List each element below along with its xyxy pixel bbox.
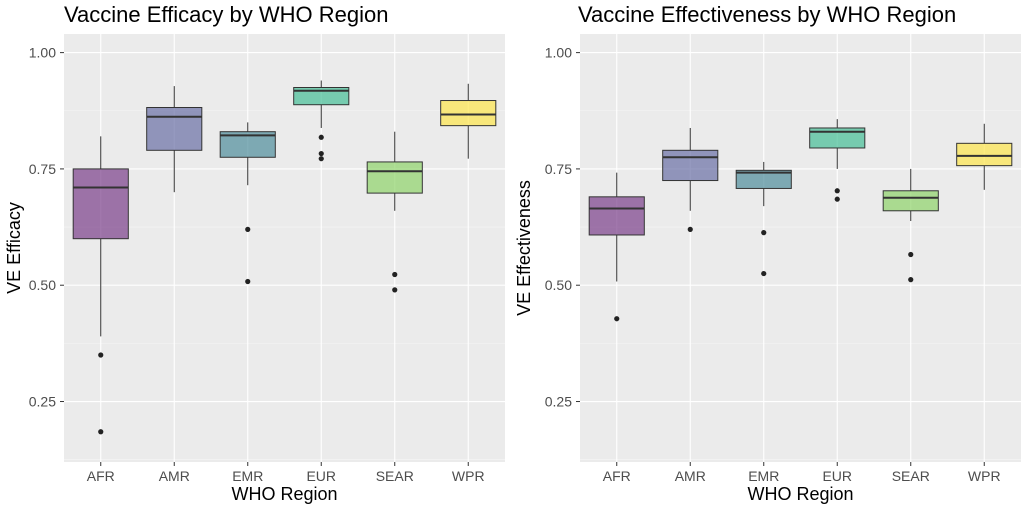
iqr-box <box>735 169 792 189</box>
x-tick-label-eur: EUR <box>306 468 336 484</box>
outlier-point <box>834 188 840 194</box>
x-tick-label-wpr: WPR <box>452 468 485 484</box>
box-emr <box>219 122 276 285</box>
outlier-point <box>834 196 840 202</box>
outlier-point <box>392 271 398 278</box>
box-eur <box>293 80 350 162</box>
iqr-box <box>809 127 866 149</box>
outlier-point <box>245 278 251 285</box>
plot-background <box>64 34 505 462</box>
x-tick-label-sear: SEAR <box>376 468 414 484</box>
iqr-box <box>72 168 129 240</box>
y-tick-label: 0.50 <box>545 277 572 293</box>
y-axis-title: VE Efficacy <box>4 202 24 294</box>
outlier-point <box>98 429 104 435</box>
x-tick-label-amr: AMR <box>159 468 190 484</box>
outlier-point <box>98 352 104 358</box>
x-tick-label-sear: SEAR <box>892 468 930 484</box>
chart-title: Vaccine Effectiveness by WHO Region <box>578 2 956 27</box>
outlier-point <box>392 287 398 293</box>
iqr-box <box>662 149 719 182</box>
outlier-point <box>318 150 324 157</box>
outlier-point <box>687 226 693 232</box>
box-eur <box>809 119 866 202</box>
box-sear <box>366 131 423 293</box>
y-axis-title: VE Effectiveness <box>514 180 534 316</box>
x-tick-label-amr: AMR <box>675 468 706 484</box>
x-tick-label-afr: AFR <box>603 468 631 484</box>
y-tick-label: 0.25 <box>545 394 572 410</box>
x-tick-label-emr: EMR <box>748 468 779 484</box>
box-sear <box>882 168 939 283</box>
y-tick-label: 0.25 <box>29 394 56 410</box>
x-tick-label-emr: EMR <box>232 468 263 484</box>
iqr-box <box>956 142 1013 167</box>
iqr-box <box>882 190 939 212</box>
outlier-point <box>908 277 914 283</box>
iqr-box <box>146 107 203 151</box>
y-tick-label: 1.00 <box>29 45 56 61</box>
box-afr <box>588 172 645 322</box>
y-tick-label: 0.75 <box>545 161 572 177</box>
iqr-box <box>588 196 645 236</box>
box-afr <box>72 136 129 435</box>
outlier-point <box>318 134 324 140</box>
iqr-box <box>366 161 423 194</box>
x-tick-label-eur: EUR <box>822 468 852 484</box>
box-wpr <box>956 123 1013 190</box>
y-tick-label: 1.00 <box>545 45 572 61</box>
x-tick-label-wpr: WPR <box>968 468 1001 484</box>
outlier-point <box>761 270 767 277</box>
plot-background <box>580 34 1021 462</box>
outlier-point <box>318 156 324 162</box>
x-axis-title: WHO Region <box>231 484 337 504</box>
box-wpr <box>440 83 497 159</box>
outlier-point <box>908 251 914 258</box>
outlier-point <box>761 230 767 236</box>
chart-title: Vaccine Efficacy by WHO Region <box>64 2 388 27</box>
x-axis-title: WHO Region <box>747 484 853 504</box>
y-tick-label: 0.75 <box>29 161 56 177</box>
box-amr <box>146 86 203 193</box>
outlier-point <box>614 316 620 322</box>
box-amr <box>662 127 719 232</box>
x-tick-label-afr: AFR <box>87 468 115 484</box>
chart-panel-1: 1.00 0.75 0.50 0.25 AFR AMR EMR EUR SEAR WPR Vacci… <box>4 2 505 504</box>
iqr-box <box>440 100 497 127</box>
y-tick-label: 0.50 <box>29 277 56 293</box>
outlier-point <box>245 226 251 232</box>
chart-panel-2: 1.00 0.75 0.50 0.25 AFR AMR EMR EUR SEAR WPR Vacci… <box>514 2 1021 504</box>
iqr-box <box>293 87 350 106</box>
box-emr <box>735 161 792 277</box>
